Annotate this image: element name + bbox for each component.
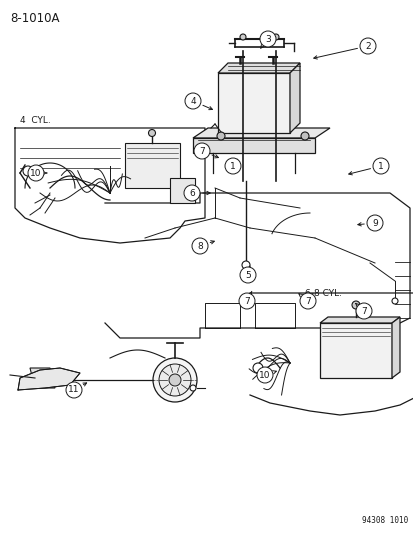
Polygon shape: [319, 317, 399, 323]
Circle shape: [372, 158, 388, 174]
Circle shape: [192, 238, 207, 254]
Polygon shape: [18, 368, 80, 390]
Circle shape: [272, 34, 278, 40]
Text: 4  CYL.: 4 CYL.: [20, 116, 51, 125]
Circle shape: [185, 93, 201, 109]
Polygon shape: [30, 368, 55, 388]
Circle shape: [238, 293, 254, 309]
Circle shape: [242, 261, 249, 269]
Circle shape: [23, 166, 33, 176]
Polygon shape: [391, 317, 399, 378]
Text: 6: 6: [189, 189, 195, 198]
Polygon shape: [218, 73, 289, 133]
Text: 5: 5: [244, 271, 250, 279]
Circle shape: [355, 303, 371, 319]
Circle shape: [240, 267, 255, 283]
Polygon shape: [192, 138, 314, 153]
Circle shape: [366, 215, 382, 231]
Polygon shape: [218, 63, 299, 73]
Text: 7: 7: [360, 306, 366, 316]
Circle shape: [259, 31, 275, 47]
Circle shape: [224, 158, 240, 174]
Text: 1: 1: [377, 161, 383, 171]
Text: 7: 7: [304, 296, 310, 305]
Circle shape: [169, 374, 180, 386]
Circle shape: [148, 130, 155, 136]
Polygon shape: [319, 323, 391, 378]
Circle shape: [240, 34, 245, 40]
Text: 10: 10: [30, 168, 42, 177]
Circle shape: [183, 185, 199, 201]
Text: 10: 10: [259, 370, 270, 379]
Circle shape: [256, 367, 272, 383]
Circle shape: [159, 364, 190, 396]
Text: 1: 1: [230, 161, 235, 171]
Text: 7: 7: [199, 147, 204, 156]
Circle shape: [299, 293, 315, 309]
Text: 7: 7: [244, 296, 249, 305]
Text: 8-1010A: 8-1010A: [10, 12, 59, 25]
Circle shape: [153, 358, 197, 402]
Polygon shape: [289, 63, 299, 133]
Circle shape: [252, 363, 262, 373]
Circle shape: [190, 385, 195, 391]
Text: 2: 2: [364, 42, 370, 51]
Text: 6-8 CYL.: 6-8 CYL.: [304, 289, 341, 298]
Circle shape: [28, 165, 44, 181]
Text: 3: 3: [264, 35, 270, 44]
Text: 4: 4: [190, 96, 195, 106]
Circle shape: [351, 301, 359, 309]
Polygon shape: [125, 143, 180, 188]
Circle shape: [194, 143, 209, 159]
Text: 8: 8: [197, 241, 202, 251]
Circle shape: [66, 382, 82, 398]
Polygon shape: [192, 128, 329, 138]
Text: 11: 11: [68, 385, 80, 394]
Text: 9: 9: [371, 219, 377, 228]
Circle shape: [391, 298, 397, 304]
Circle shape: [300, 132, 308, 140]
Polygon shape: [170, 178, 195, 203]
Text: 94308 1010: 94308 1010: [361, 516, 407, 525]
Circle shape: [216, 132, 224, 140]
Circle shape: [359, 38, 375, 54]
